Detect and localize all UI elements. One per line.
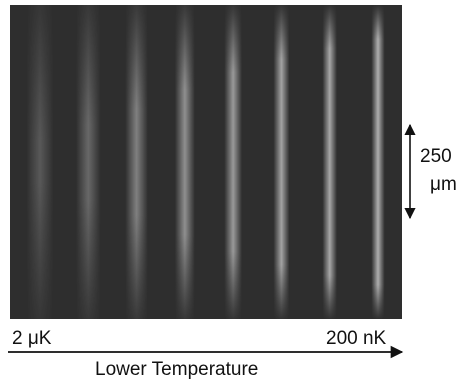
atom-cloud-stripe: [224, 5, 243, 319]
atom-cloud-stripe: [273, 5, 290, 319]
atom-cloud-stripe: [322, 5, 337, 319]
image-background: [10, 5, 402, 319]
atom-cloud-stripe: [125, 5, 148, 319]
end-temperature-label: 200 nK: [326, 328, 387, 349]
atom-cloud-stripe: [75, 5, 101, 319]
axis-caption: Lower Temperature: [95, 359, 259, 380]
absorption-image: [10, 5, 402, 319]
scale-value-label: 250: [420, 146, 452, 167]
atom-cloud-stripe: [174, 5, 195, 319]
atom-cloud-stripe: [26, 5, 54, 319]
atom-cloud-stripe: [371, 5, 385, 319]
stripes-layer: [26, 5, 385, 319]
start-temperature-label: 2 μK: [12, 328, 52, 349]
scale-unit-label: μm: [430, 174, 457, 195]
